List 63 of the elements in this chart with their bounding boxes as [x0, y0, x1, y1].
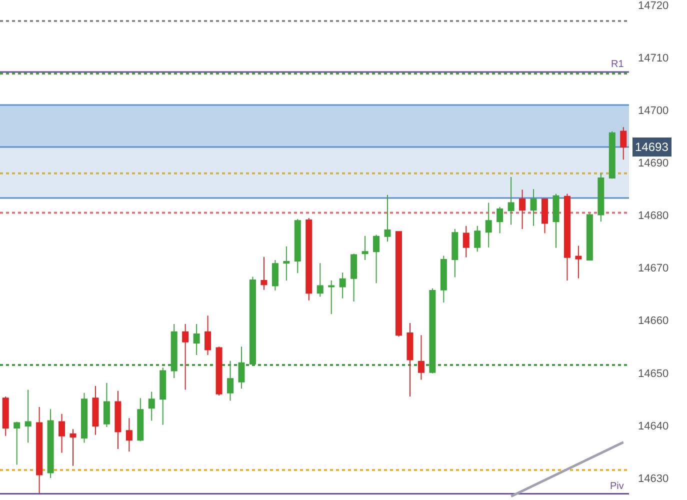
- ref-line-label: R1: [611, 59, 624, 70]
- y-tick-label: 14650: [638, 368, 669, 380]
- candlestick: [14, 421, 20, 466]
- candlestick: [47, 408, 54, 478]
- candlestick: [350, 253, 358, 302]
- candlestick: [80, 392, 88, 444]
- candlestick: [406, 322, 414, 398]
- candlestick: [462, 225, 470, 258]
- candlestick: [216, 346, 222, 396]
- candlestick: [362, 235, 368, 260]
- candlestick: [137, 398, 144, 442]
- candlestick: [519, 189, 526, 230]
- candlestick: [373, 234, 380, 284]
- candlestick: [126, 418, 132, 452]
- candlestick: [542, 198, 548, 234]
- y-tick-label: 14660: [638, 315, 669, 328]
- y-tick-label: 14640: [638, 420, 669, 432]
- candlestick: [204, 315, 212, 356]
- candlestick: [339, 272, 346, 299]
- y-tick-label: 14700: [638, 105, 669, 118]
- y-tick-label: 14710: [638, 52, 669, 65]
- candlestick: [586, 213, 593, 260]
- candlestick: [316, 262, 324, 298]
- candlestick: [598, 172, 604, 222]
- candlestick: [148, 391, 155, 422]
- candlestick: [452, 228, 458, 278]
- candlestick: [103, 382, 110, 428]
- candlestick: [182, 324, 189, 390]
- candlestick: [24, 389, 32, 444]
- y-tick-label: 14680: [638, 210, 669, 222]
- candlestick: [552, 193, 560, 248]
- candlestick: [193, 324, 200, 356]
- candlestick: [575, 245, 582, 279]
- candlestick: [564, 193, 570, 281]
- y-tick-label: 14670: [638, 262, 669, 275]
- candlestick: [620, 126, 627, 160]
- y-tick-label: 14690: [638, 158, 669, 170]
- candlestick: [485, 202, 492, 248]
- ref-line-label: Piv: [610, 481, 624, 492]
- candlestick: [58, 413, 66, 454]
- candlestick: [508, 176, 514, 226]
- candlestick: [395, 230, 402, 338]
- candlestick: [496, 206, 504, 234]
- candlestick: [36, 406, 43, 494]
- candlestick: [260, 256, 268, 290]
- candlestick: [70, 428, 76, 466]
- candlestick: [474, 225, 481, 252]
- candlestick: [283, 246, 290, 281]
- ref-line-label: 14693: [635, 140, 669, 154]
- candlestick: [294, 218, 301, 274]
- candlestick: [418, 334, 424, 380]
- candlestick: [328, 280, 335, 315]
- y-tick-label: 14630: [638, 472, 669, 485]
- candlestick: [306, 217, 312, 301]
- y-tick-label: 14720: [638, 0, 669, 12]
- candlestick: [608, 130, 616, 180]
- candlestick: [440, 255, 447, 304]
- candlestick: [92, 386, 99, 436]
- candlestick: [384, 194, 391, 242]
- candlestick: [530, 188, 537, 226]
- candlestick: [114, 390, 122, 450]
- candlestick: [272, 259, 278, 291]
- candlestick: [2, 396, 9, 436]
